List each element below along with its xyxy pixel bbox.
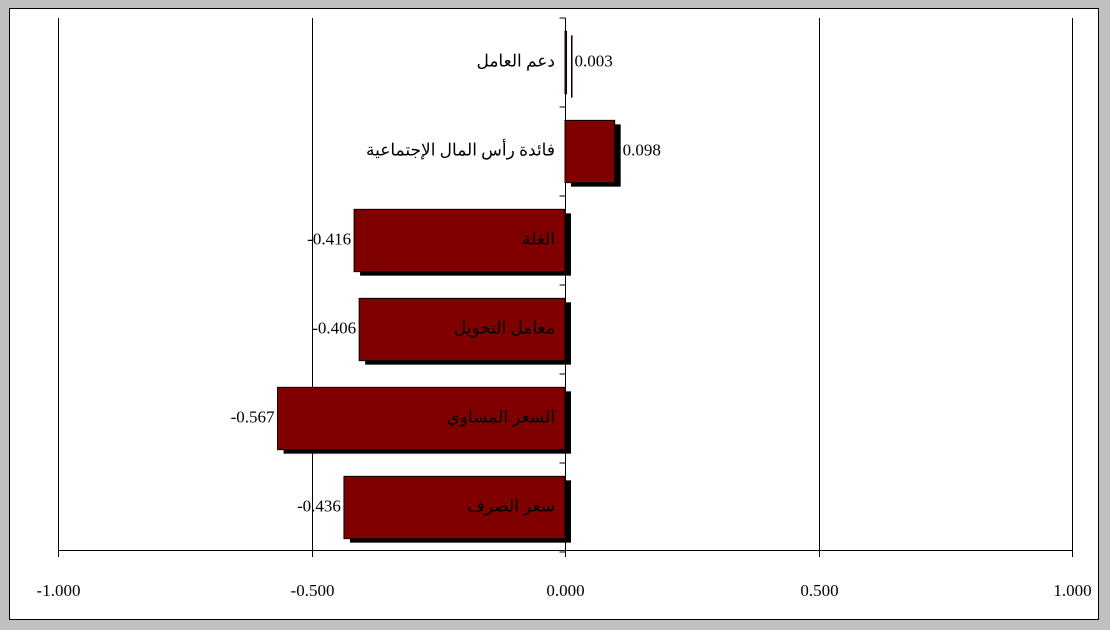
bar (564, 119, 616, 184)
value-label: 0.003 (575, 51, 613, 70)
bar (343, 475, 566, 540)
category-label: سعر الصرف (467, 496, 555, 516)
category-label: الغلة (522, 229, 555, 248)
value-label: -0.567 (231, 407, 275, 426)
bar (564, 30, 568, 95)
bar (358, 297, 566, 362)
labels: -1.000 -0.500 0.000 0.500 1.000 0.003 دعم العا… (37, 51, 1092, 600)
bars (277, 30, 621, 543)
bar (277, 386, 566, 451)
category-label: السعر المساوي (447, 407, 556, 427)
value-label: -0.416 (307, 229, 351, 248)
category-label: معامل التحويل (454, 318, 555, 338)
x-tick-label: 1.000 (1053, 581, 1091, 600)
bar-shadow (571, 35, 573, 98)
value-label: -0.436 (297, 496, 341, 515)
x-tick-label: -1.000 (37, 581, 81, 600)
value-label: 0.098 (623, 140, 661, 159)
x-tick-label: 0.500 (800, 581, 838, 600)
value-label: -0.406 (312, 318, 356, 337)
bar (353, 208, 566, 273)
grid (58, 17, 1073, 557)
category-label: دعم العامل (476, 51, 555, 71)
x-tick-label: 0.000 (546, 581, 584, 600)
x-tick-label: -0.500 (291, 581, 335, 600)
category-label: فائدة رأس المال الإجتماعية (366, 138, 555, 160)
